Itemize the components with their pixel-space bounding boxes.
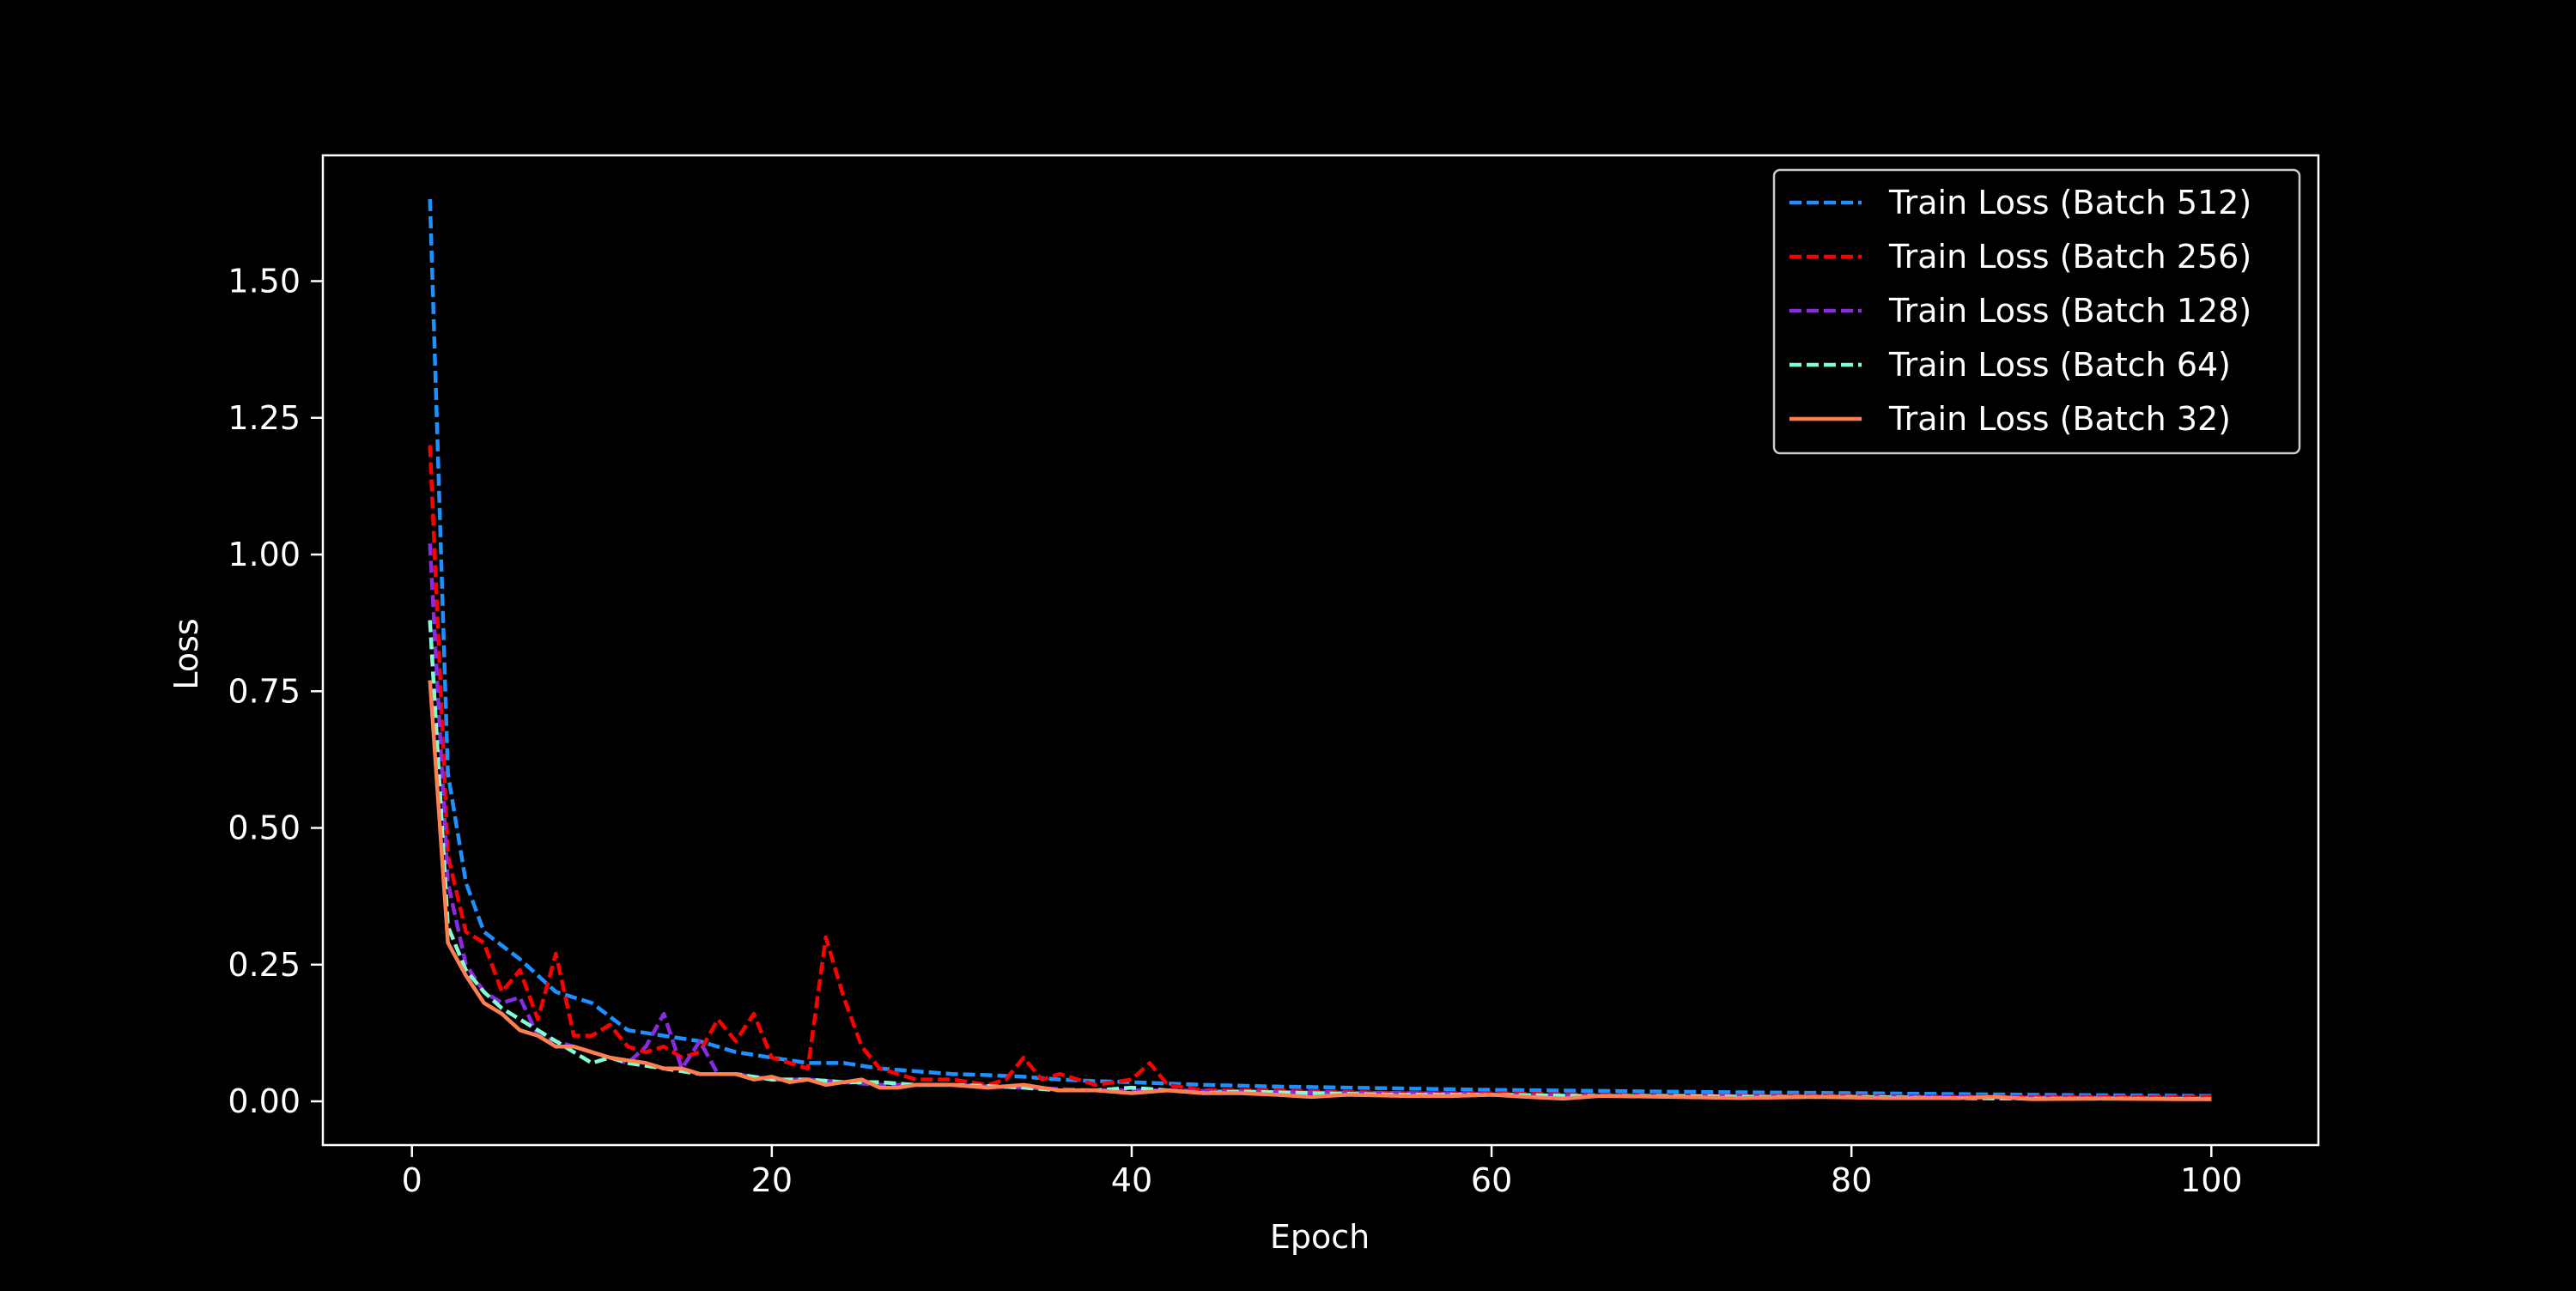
x-tick-label: 100: [2180, 1161, 2243, 1199]
legend-label-5: Train Loss (Batch 32): [1888, 400, 2231, 438]
y-tick-label: 0.50: [228, 809, 301, 847]
x-tick-label: 80: [1831, 1161, 1872, 1199]
y-tick-label: 0.75: [228, 672, 301, 710]
series-line-1: [428, 198, 2212, 1098]
x-axis-label: Epoch: [1270, 1218, 1370, 1256]
y-tick-label: 1.50: [228, 263, 301, 300]
legend-label-1: Train Loss (Batch 512): [1888, 184, 2251, 221]
axes-frame: [321, 154, 2320, 1147]
legend-box: [1772, 168, 2301, 455]
y-axis-label: Loss: [167, 618, 205, 689]
y-tick-label: 0.00: [228, 1082, 301, 1120]
legend: Train Loss (Batch 512) Train Loss (Batch …: [1772, 168, 2301, 455]
x-tick-label: 20: [751, 1161, 793, 1199]
y-tick-label: 0.25: [228, 946, 301, 984]
y-tick-label: 1.25: [228, 399, 301, 437]
y-axis-ticks: 0.00 0.25 0.50 0.75 1.00 1.25 1.50: [228, 263, 323, 1120]
x-tick-label: 40: [1111, 1161, 1152, 1199]
x-axis-ticks: 0 20 40 60 80 100: [402, 1145, 2243, 1199]
series-lines: [428, 198, 2212, 1101]
x-tick-label: 60: [1471, 1161, 1512, 1199]
series-line-2: [428, 445, 2212, 1100]
legend-label-2: Train Loss (Batch 256): [1888, 238, 2251, 276]
series-line-3: [428, 543, 2212, 1100]
series-line-5: [428, 680, 2212, 1101]
series-line-4: [428, 620, 2212, 1101]
legend-label-4: Train Loss (Batch 64): [1888, 346, 2231, 384]
plot-border: [321, 154, 2320, 1147]
y-tick-label: 1.00: [228, 536, 301, 573]
x-tick-label: 0: [402, 1161, 422, 1199]
legend-label-3: Train Loss (Batch 128): [1888, 292, 2251, 330]
